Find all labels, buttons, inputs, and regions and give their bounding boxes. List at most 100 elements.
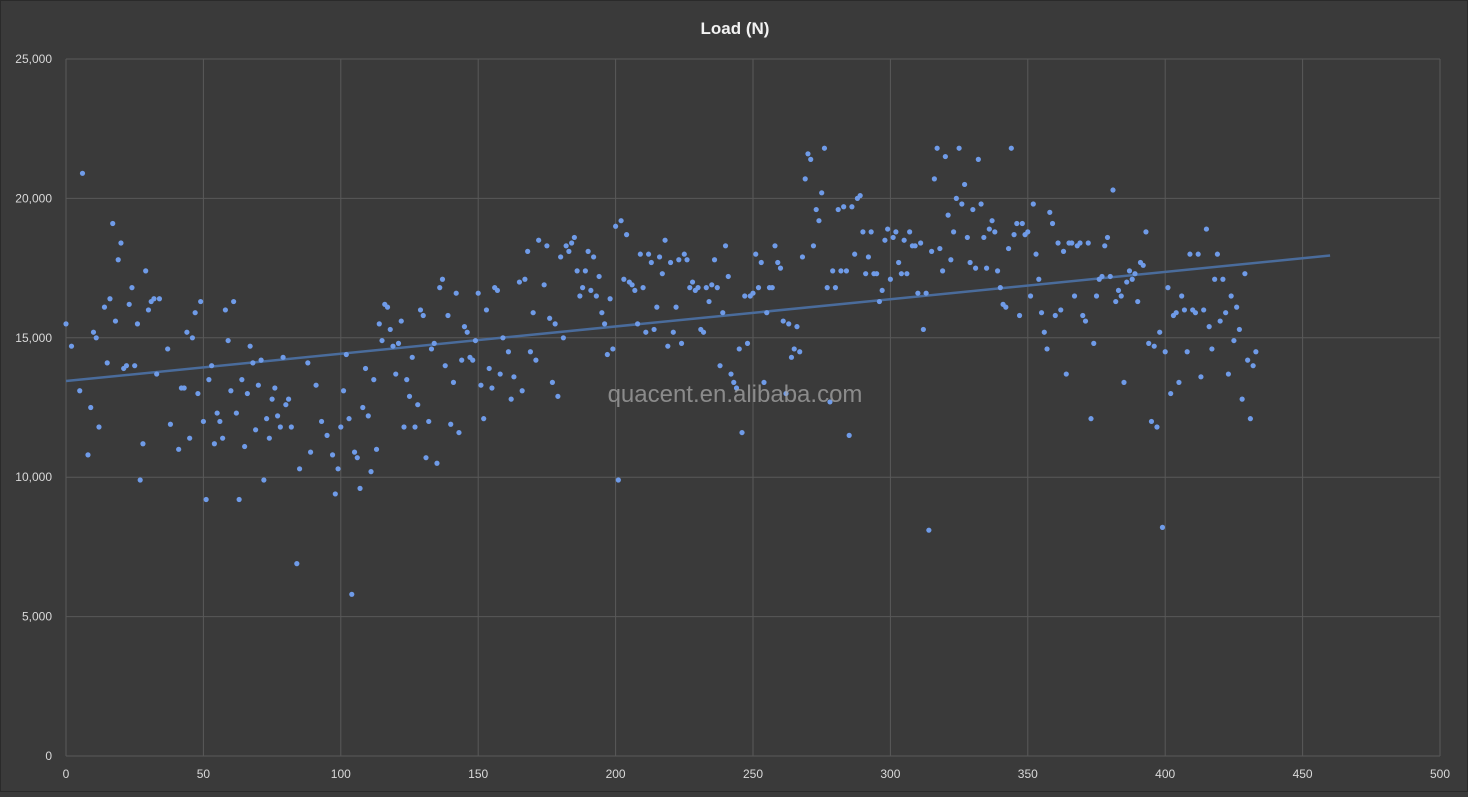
- data-point: [244, 390, 250, 397]
- data-point: [574, 268, 580, 274]
- data-point: [904, 271, 910, 277]
- data-point: [1154, 424, 1160, 430]
- data-point: [401, 424, 407, 430]
- data-point: [1014, 220, 1020, 227]
- data-point: [802, 176, 808, 182]
- chart-title: Load (N): [701, 19, 770, 38]
- data-point: [942, 153, 948, 160]
- data-point: [571, 234, 577, 241]
- data-point: [1181, 307, 1188, 313]
- data-point: [365, 413, 371, 419]
- data-point: [1225, 371, 1232, 377]
- data-point: [324, 432, 330, 438]
- data-point: [588, 287, 594, 294]
- data-point: [233, 410, 239, 416]
- data-point: [101, 304, 108, 310]
- data-point: [450, 379, 457, 386]
- data-point: [772, 243, 778, 249]
- data-point: [489, 385, 495, 391]
- data-point: [280, 354, 286, 360]
- data-point: [1203, 226, 1210, 232]
- data-point: [307, 449, 314, 455]
- data-point: [1140, 262, 1146, 268]
- data-point: [711, 257, 718, 263]
- data-point: [368, 469, 374, 475]
- data-point: [442, 363, 448, 369]
- data-point: [678, 340, 685, 346]
- data-point: [566, 248, 572, 254]
- data-point: [953, 195, 959, 201]
- gridlines: [65, 58, 1441, 757]
- data-point: [107, 296, 113, 302]
- data-point: [643, 329, 649, 335]
- x-axis-tick-labels: 0 50 100 150 200 250 300 350 400 450 500: [63, 767, 1451, 781]
- data-point: [555, 393, 561, 399]
- x-tick-label: 350: [1018, 767, 1038, 781]
- data-point: [593, 293, 599, 299]
- data-point: [997, 285, 1003, 291]
- data-point: [1168, 390, 1174, 397]
- data-point: [868, 229, 874, 235]
- data-point: [511, 374, 517, 380]
- data-point: [722, 243, 729, 249]
- data-point: [143, 268, 149, 274]
- data-point: [360, 404, 366, 411]
- data-point: [283, 402, 289, 408]
- data-point: [445, 312, 451, 319]
- data-point: [472, 337, 479, 344]
- data-point: [849, 204, 855, 210]
- data-point: [211, 441, 217, 447]
- data-point: [1242, 271, 1248, 277]
- data-point: [1253, 349, 1259, 355]
- data-point: [739, 429, 745, 436]
- data-point: [1132, 271, 1138, 277]
- data-point: [841, 204, 847, 210]
- data-point: [371, 377, 377, 383]
- data-point: [654, 304, 660, 310]
- data-point: [376, 321, 382, 327]
- data-point: [1093, 293, 1100, 299]
- data-point: [500, 335, 506, 341]
- data-point: [1231, 337, 1237, 344]
- data-point: [184, 329, 190, 335]
- data-point: [810, 243, 817, 249]
- data-point: [140, 441, 146, 447]
- data-point: [860, 229, 866, 235]
- data-point: [1077, 240, 1083, 246]
- data-point: [736, 346, 742, 352]
- data-point: [563, 243, 569, 249]
- data-point: [294, 561, 300, 567]
- data-point: [318, 418, 325, 425]
- data-point: [1052, 312, 1058, 319]
- data-point: [1184, 349, 1190, 355]
- data-point: [255, 382, 261, 388]
- data-point: [77, 388, 83, 394]
- data-point: [346, 416, 352, 422]
- data-point: [165, 346, 171, 352]
- data-point: [264, 416, 270, 422]
- data-point: [519, 388, 525, 394]
- data-point: [203, 496, 209, 503]
- data-point: [1082, 318, 1089, 324]
- data-point: [992, 229, 998, 235]
- data-point: [640, 285, 646, 291]
- data-point: [393, 371, 399, 377]
- data-point: [777, 265, 784, 271]
- data-point: [1212, 276, 1218, 282]
- data-point: [79, 170, 86, 176]
- data-point: [187, 435, 193, 441]
- data-point: [1104, 234, 1111, 241]
- data-point: [478, 382, 484, 388]
- data-point: [409, 354, 415, 360]
- data-point: [525, 248, 531, 254]
- data-point: [88, 404, 94, 411]
- data-point: [335, 466, 341, 472]
- data-point: [200, 418, 206, 425]
- data-point: [961, 181, 968, 188]
- data-point: [1220, 276, 1226, 282]
- data-point: [951, 229, 957, 235]
- data-point: [1005, 245, 1012, 252]
- data-point: [541, 282, 547, 288]
- data-point: [236, 496, 242, 503]
- data-point: [769, 285, 775, 291]
